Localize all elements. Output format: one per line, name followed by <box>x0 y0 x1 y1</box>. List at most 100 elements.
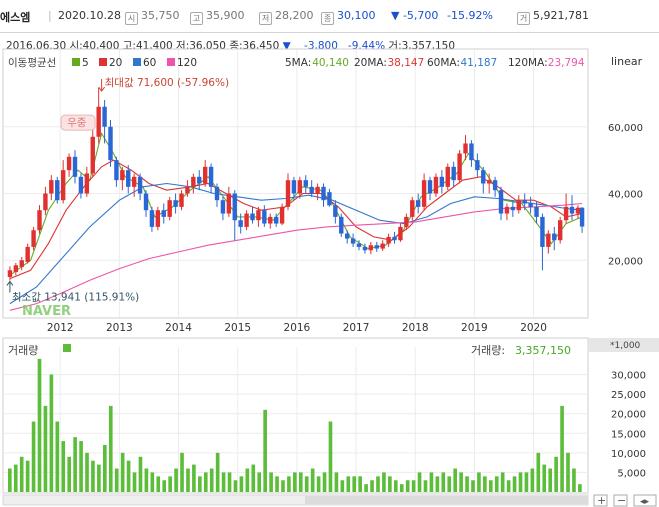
volume-bar <box>85 452 89 492</box>
candle-body <box>155 210 161 227</box>
volume-bar <box>512 476 517 492</box>
volume-bar <box>411 480 416 492</box>
candle-body <box>579 207 585 227</box>
zoom-in-button[interactable] <box>593 494 608 507</box>
naver-watermark: NAVER <box>22 304 71 319</box>
max-value-annotation: 최대값 71,600 (-57.96%) <box>105 77 229 89</box>
volume-bar <box>328 421 333 492</box>
candle-body <box>439 176 445 187</box>
volume-bar <box>79 441 83 492</box>
volume-bar <box>310 468 315 492</box>
volume-bar <box>542 464 547 492</box>
candle-body <box>327 192 332 206</box>
volume-icon: 거 <box>517 12 530 25</box>
candle-body <box>427 180 433 194</box>
volume-bar <box>263 409 267 492</box>
ma-value-label: 60MA: <box>427 57 460 69</box>
candle-body <box>339 216 344 234</box>
candle-body <box>516 200 521 211</box>
event-marker-label[interactable]: 우중 <box>67 117 87 129</box>
volume-bar <box>453 468 457 492</box>
volume-bar <box>518 472 523 492</box>
candle-body <box>386 236 391 244</box>
volume-bar <box>132 472 137 492</box>
price-change: ▼ -5,700 <box>391 9 439 22</box>
event-marker[interactable] <box>60 114 96 131</box>
unit-label-bg <box>588 338 659 352</box>
candle-body <box>475 160 480 171</box>
open-icon: 시 <box>125 12 138 25</box>
candle-body <box>37 210 42 231</box>
volume-bar <box>417 472 422 492</box>
ma60-line <box>9 182 583 305</box>
candle-body <box>202 166 208 184</box>
candle-body <box>197 176 202 184</box>
ma120-line <box>9 202 583 311</box>
candle-body <box>534 206 539 217</box>
volume-bar <box>37 358 42 492</box>
volume-value: 3,357,150 <box>515 344 571 357</box>
scrollbar-thumb[interactable] <box>305 496 588 504</box>
candle-body <box>126 170 131 187</box>
zoom-in-icon: + <box>597 494 606 507</box>
volume-bar <box>120 452 125 492</box>
volume-bar <box>376 476 380 492</box>
volume-bar <box>393 480 398 492</box>
volume-bar <box>506 480 511 492</box>
zoom-out-button[interactable] <box>613 494 628 507</box>
candle-body <box>569 206 575 214</box>
divider: | <box>48 9 52 22</box>
volume-bar <box>43 405 48 492</box>
candle-body <box>392 236 397 241</box>
price-volume-chart[interactable]: 20,000 40,000 60,000 5,000 10,000 15,000 20,00… <box>0 33 659 507</box>
close-price: 종 30,100 <box>321 9 376 25</box>
candle-body <box>232 193 237 221</box>
candle-body <box>179 193 184 207</box>
candle-body <box>143 193 149 211</box>
candle-body <box>72 156 78 177</box>
candle-body <box>55 180 60 201</box>
candle-body <box>350 238 356 244</box>
quote-date: 2020.10.28 <box>58 9 121 22</box>
candle-body <box>214 186 220 201</box>
volume-bar <box>215 452 220 492</box>
candle-body <box>167 200 172 217</box>
max-arrow-head <box>98 86 106 92</box>
volume-bar <box>352 476 357 492</box>
volume-bar <box>198 476 202 492</box>
volume-bar <box>477 472 481 492</box>
volume-bar <box>566 452 570 492</box>
volume-bar <box>91 460 95 492</box>
candle-body <box>220 200 226 214</box>
price-tick-label: 20,000 <box>608 256 643 267</box>
volume-bar <box>156 476 161 492</box>
volume-bar <box>162 480 167 492</box>
volume-bar <box>180 452 184 492</box>
volume-tick-label: 25,000 <box>611 390 646 401</box>
candle-body <box>552 233 557 241</box>
candle-body <box>131 176 137 187</box>
volume-bar <box>322 472 327 492</box>
year-tick-label: 2012 <box>47 322 74 334</box>
candle-body <box>356 243 362 247</box>
reset-zoom-button[interactable] <box>633 494 657 507</box>
candle-body <box>120 170 125 181</box>
candle-body <box>498 190 504 214</box>
candle-body <box>43 193 48 211</box>
volume-bar <box>578 484 582 492</box>
volume-bar <box>536 452 541 492</box>
volume-bar <box>334 472 339 492</box>
ma-value: 41,187 <box>461 57 498 69</box>
volume-bar <box>483 476 487 492</box>
chart-area[interactable]: 2016.06.30 시:40,400 고:41,400 저:36,050 종:… <box>0 33 659 507</box>
volume-bar <box>138 456 143 492</box>
high-icon: 고 <box>190 12 203 25</box>
volume-bar <box>150 472 155 492</box>
volume-bar <box>423 480 428 492</box>
candle-body <box>404 216 409 227</box>
candle-body <box>540 216 545 247</box>
volume-bar <box>554 456 558 492</box>
scale-type-label[interactable]: linear <box>611 55 643 68</box>
volume-bar <box>227 472 232 492</box>
volume-bar <box>405 480 410 492</box>
